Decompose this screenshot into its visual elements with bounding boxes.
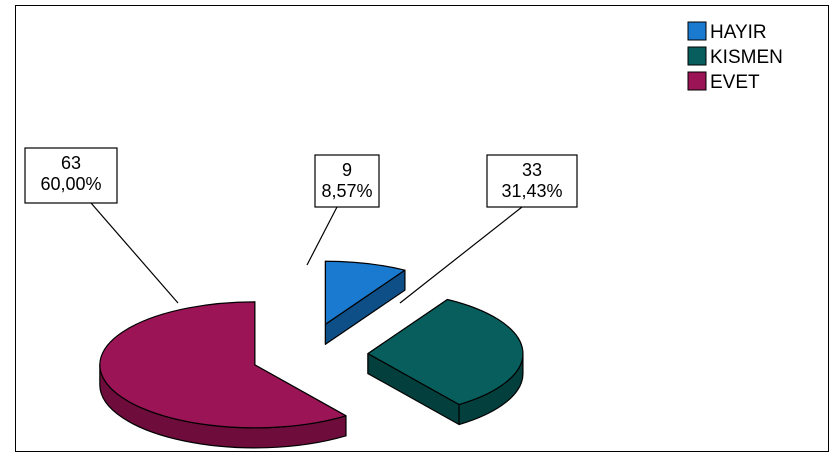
leader-line-hayir [306,206,338,266]
data-label-count: 33 [522,160,542,180]
legend-swatch [687,46,707,66]
legend-label: HAYIR [710,22,767,43]
legend: HAYIR KISMEN EVET [687,21,783,93]
legend-swatch [687,21,707,41]
data-label-count: 9 [342,160,352,180]
data-label-percent: 31,43% [501,181,562,201]
pie-slice-hayir [324,260,406,345]
legend-item-evet: EVET [687,71,760,93]
pie-slice-kismen [367,298,524,426]
legend-item-hayir: HAYIR [687,21,767,43]
legend-label: KISMEN [710,47,783,68]
legend-swatch [687,71,707,91]
legend-item-kismen: KISMEN [687,46,783,68]
data-label-hayir: 98,57% [314,154,380,208]
pie-slice-evet [99,301,347,449]
data-label-percent: 8,57% [321,181,372,201]
leader-line-kismen [399,206,523,304]
legend-label: EVET [710,72,760,93]
data-label-percent: 60,00% [40,174,101,194]
data-label-count: 63 [61,153,81,173]
leader-line-evet [90,202,179,304]
